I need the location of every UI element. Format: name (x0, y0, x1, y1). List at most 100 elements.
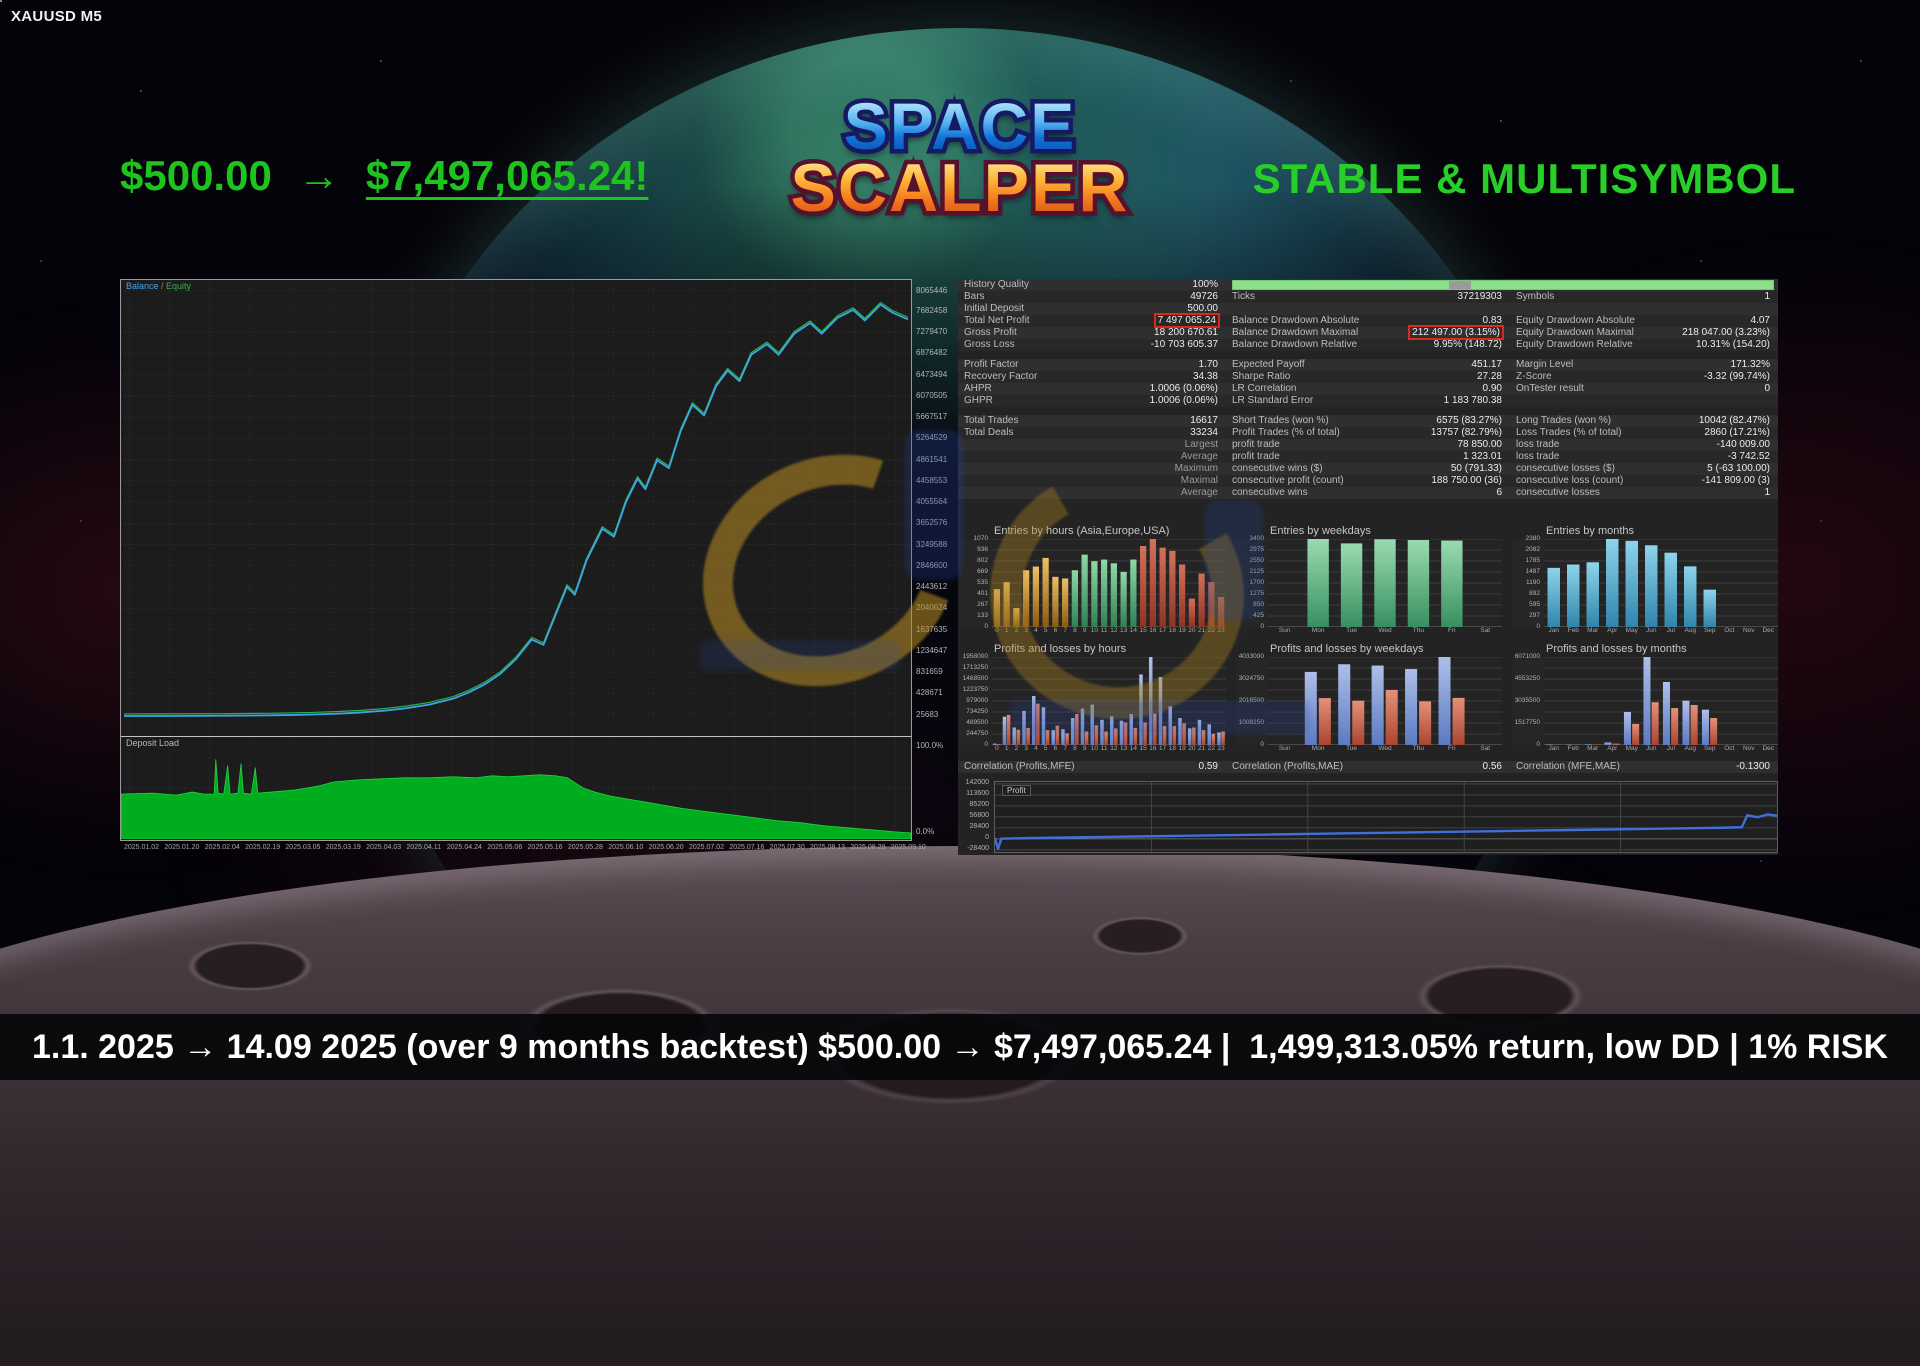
stat-value: 1 323.01 (1404, 451, 1510, 463)
stat-label: loss trade (1510, 451, 1668, 463)
stat-value: -3.32 (99.74%) (1668, 371, 1778, 383)
stat-value: 100% (1108, 279, 1226, 291)
stat-label: Total Deals (958, 427, 1108, 439)
stat-value: 500.00 (1108, 303, 1226, 315)
chart-plot-box: Balance / Equity Deposit Load (120, 279, 912, 841)
stat-value: 1.70 (1108, 359, 1226, 371)
legend-balance: Balance (126, 281, 159, 291)
stat-value: Maximal (1108, 475, 1226, 487)
stat-value: Average (1108, 487, 1226, 499)
stat-value: 27.28 (1404, 371, 1510, 383)
stat-label: consecutive wins ($) (1226, 463, 1404, 475)
legend-equity: Equity (166, 281, 191, 291)
stat-label: consecutive profit (count) (1226, 475, 1404, 487)
stat-label (1510, 303, 1668, 315)
highlight-box: 7 497 065.24 (1156, 315, 1218, 326)
stat-label: Expected Payoff (1226, 359, 1404, 371)
stat-value: 1 (1668, 291, 1778, 303)
stat-label: LR Standard Error (1226, 395, 1404, 407)
stat-label: Profit Factor (958, 359, 1108, 371)
stat-value: 2860 (17.21%) (1668, 427, 1778, 439)
stat-label: consecutive loss (count) (1510, 475, 1668, 487)
stat-label: profit trade (1226, 451, 1404, 463)
stat-value: 0.90 (1404, 383, 1510, 395)
stat-label: GHPR (958, 395, 1108, 407)
stat-label: Z-Score (1510, 371, 1668, 383)
stat-value: 13757 (82.79%) (1404, 427, 1510, 439)
balance-curve-plot (121, 280, 911, 736)
stat-value: 50 (791.33) (1404, 463, 1510, 475)
stat-label: Balance Drawdown Relative (1226, 339, 1404, 351)
correlation-label: Correlation (Profits,MAE) (1226, 761, 1404, 773)
stat-label (1226, 303, 1404, 315)
stat-label: Balance Drawdown Maximal (1226, 327, 1404, 339)
stat-value: 1.0006 (0.06%) (1108, 395, 1226, 407)
end-amount: $7,497,065.24! (366, 152, 649, 199)
correlation-label: Correlation (Profits,MFE) (958, 761, 1108, 773)
stat-value: 9.95% (148.72) (1404, 339, 1510, 351)
stat-label: Short Trades (won %) (1226, 415, 1404, 427)
stat-value: 4.07 (1668, 315, 1778, 327)
stat-label: Initial Deposit (958, 303, 1108, 315)
moon-surface (0, 846, 1920, 1366)
stat-label: Equity Drawdown Absolute (1510, 315, 1668, 327)
chart-legend: Balance / Equity (126, 281, 191, 291)
stat-label (958, 487, 1108, 499)
correlation-value: 0.59 (1108, 761, 1226, 773)
stat-value: -140 009.00 (1668, 439, 1778, 451)
arrow-icon: → (298, 152, 340, 199)
summary-banner: 1.1. 2025 → 14.09 2025 (over 9 months ba… (0, 1014, 1920, 1080)
stat-label: Profit Trades (% of total) (1226, 427, 1404, 439)
stat-label: Ticks (1226, 291, 1404, 303)
tagline: STABLE & MULTISYMBOL (1253, 155, 1796, 203)
stat-value: 10042 (82.47%) (1668, 415, 1778, 427)
deposit-load-plot (121, 737, 911, 839)
stat-label: loss trade (1510, 439, 1668, 451)
profit-line-plot (994, 781, 1778, 853)
symbol-timeframe-label: XAUUSD M5 (11, 8, 102, 25)
stat-value: 16617 (1108, 415, 1226, 427)
deposit-load-label: Deposit Load (126, 738, 179, 748)
stat-label: LR Correlation (1226, 383, 1404, 395)
stat-value: Maximum (1108, 463, 1226, 475)
stat-label: consecutive wins (1226, 487, 1404, 499)
mini-chart-title: Profits and losses by weekdays (1236, 643, 1502, 657)
stat-value: 18 200 670.61 (1108, 327, 1226, 339)
stat-value: 451.17 (1404, 359, 1510, 371)
stat-label: Bars (958, 291, 1108, 303)
stat-label: Gross Profit (958, 327, 1108, 339)
stat-value (1668, 303, 1778, 315)
stat-value: 6 (1404, 487, 1510, 499)
stat-label: Long Trades (won %) (1510, 415, 1668, 427)
stat-value: 37219303 (1404, 291, 1510, 303)
